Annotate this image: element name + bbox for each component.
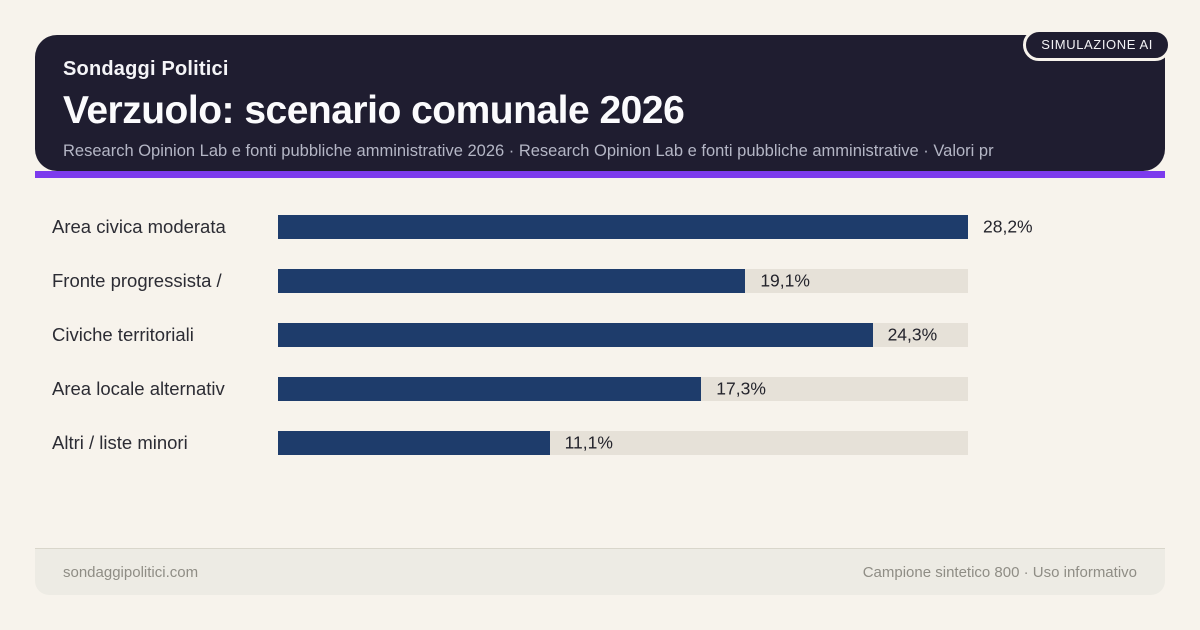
bar-track: 17,3% xyxy=(278,377,968,401)
bar-row: Area locale alternativ 17,3% xyxy=(0,377,1200,401)
bar-value: 19,1% xyxy=(760,270,810,291)
page-subtitle: Research Opinion Lab e fonti pubbliche a… xyxy=(63,142,994,160)
bar-row: Altri / liste minori 11,1% xyxy=(0,431,1200,455)
bar-fill xyxy=(278,377,702,401)
bar-row: Fronte progressista / 19,1% xyxy=(0,269,1200,293)
bar-value: 17,3% xyxy=(716,378,766,399)
bar-fill xyxy=(278,323,873,347)
footer-disclaimer: Campione sintetico 800 · Uso informativo xyxy=(862,563,1137,581)
bar-chart: Area civica moderata 28,2% Fronte progre… xyxy=(0,215,1200,485)
bar-label: Altri / liste minori xyxy=(52,432,188,453)
bar-label: Civiche territoriali xyxy=(52,324,194,345)
bar-fill xyxy=(278,215,968,239)
bar-value: 11,1% xyxy=(564,432,613,453)
bar-value: 24,3% xyxy=(887,324,938,345)
accent-bar xyxy=(35,171,1165,178)
footer-bar: sondaggipolitici.com Campione sintetico … xyxy=(35,548,1165,595)
bar-value: 28,2% xyxy=(983,216,1033,237)
bar-rows: Area civica moderata 28,2% Fronte progre… xyxy=(0,215,1200,455)
simulation-badge: SIMULAZIONE AI xyxy=(1023,29,1171,61)
bar-label: Fronte progressista / xyxy=(52,270,222,291)
bar-track: 11,1% xyxy=(278,431,968,455)
bar-label: Area locale alternativ xyxy=(52,378,225,399)
footer-source-link: sondaggipolitici.com xyxy=(63,563,199,581)
bar-fill xyxy=(278,431,550,455)
bar-row: Civiche territoriali 24,3% xyxy=(0,323,1200,347)
bar-fill xyxy=(278,269,746,293)
bar-track: 19,1% xyxy=(278,269,968,293)
brand-eyebrow: Sondaggi Politici xyxy=(63,58,229,80)
page-title: Verzuolo: scenario comunale 2026 xyxy=(63,89,685,132)
bar-track: 24,3% xyxy=(278,323,968,347)
bar-track: 28,2% xyxy=(278,215,1033,239)
bar-row: Area civica moderata 28,2% xyxy=(0,215,1200,239)
header-card: Sondaggi Politici Verzuolo: scenario com… xyxy=(35,35,1165,171)
bar-label: Area civica moderata xyxy=(52,216,226,237)
